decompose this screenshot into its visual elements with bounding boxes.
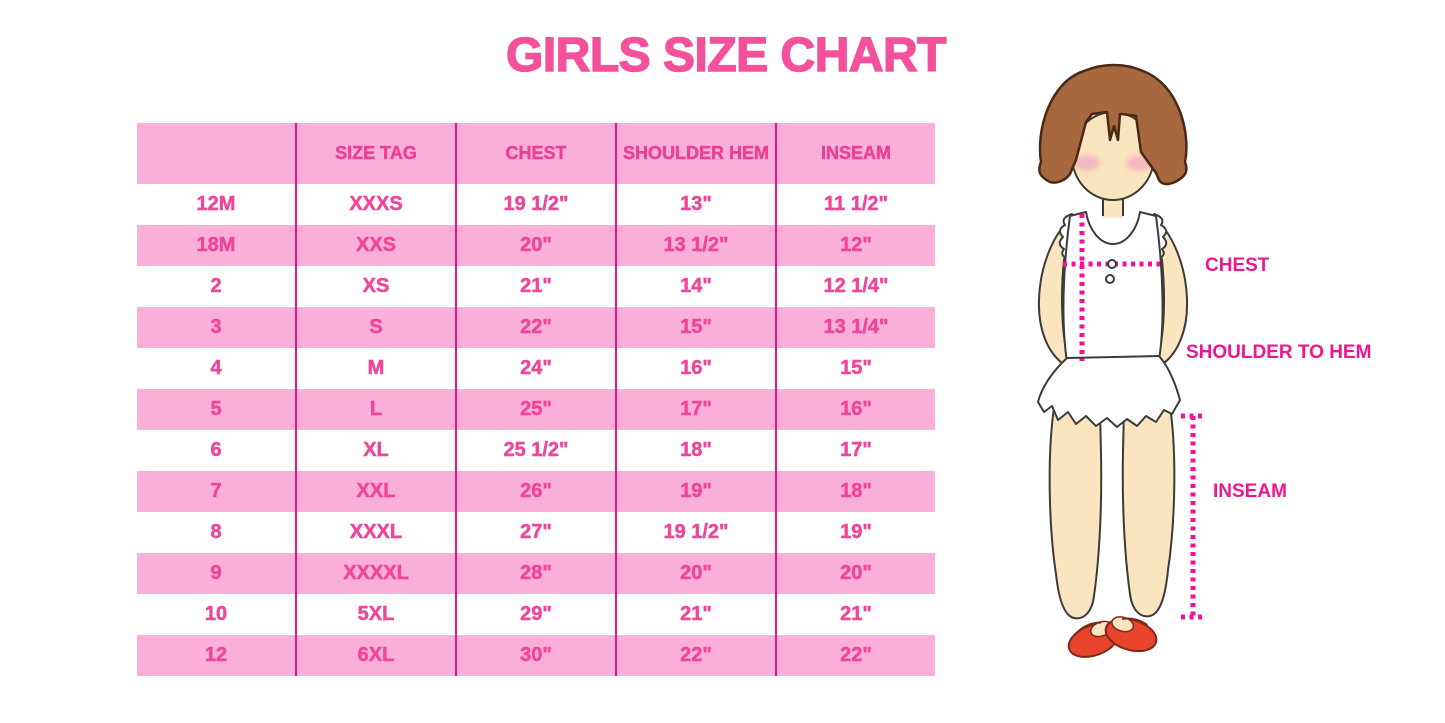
table-cell: 13 1/2"	[615, 225, 775, 266]
table-cell: 20"	[455, 225, 615, 266]
table-cell: XXL	[295, 471, 455, 512]
table-cell: 19 1/2"	[615, 512, 775, 553]
table-cell: 27"	[455, 512, 615, 553]
table-cell: 15"	[775, 348, 935, 389]
table-header-cell: SHOULDER HEM	[615, 123, 775, 184]
girl-hair	[1038, 63, 1188, 186]
table-cell: 5XL	[295, 594, 455, 635]
table-cell: 26"	[455, 471, 615, 512]
table-cell: XXXS	[295, 184, 455, 225]
table-header-cell: INSEAM	[775, 123, 935, 184]
table-row: 12M XXXS 19 1/2" 13" 11 1/2"	[137, 184, 935, 225]
table-cell: 5	[210, 398, 222, 421]
girl-leg-right	[1121, 405, 1176, 618]
table-cell: 2	[210, 275, 222, 298]
table-cell: 14"	[615, 266, 775, 307]
table-cell: XXXXL	[295, 553, 455, 594]
table-cell: 25"	[455, 389, 615, 430]
table-cell: 22"	[455, 307, 615, 348]
table-cell: 22"	[615, 635, 775, 676]
table-header-cell: CHEST	[455, 123, 615, 184]
table-cell: XS	[295, 266, 455, 307]
table-cell: 12M	[196, 193, 236, 216]
table-cell: 30"	[455, 635, 615, 676]
table-cell: 18M	[196, 234, 236, 257]
table-cell: 7	[210, 480, 222, 503]
table-cell: 22"	[775, 635, 935, 676]
girl-leg-left	[1048, 407, 1103, 620]
table-cell: 17"	[775, 430, 935, 471]
table-row: 8 XXXL 27" 19 1/2" 19"	[137, 512, 935, 553]
size-table-body: 12M XXXS 19 1/2" 13" 11 1/2" 18M XXS 20" 13 1/2"…	[137, 184, 935, 676]
girl-skirt	[1037, 355, 1181, 428]
table-cell: 12"	[775, 225, 935, 266]
table-cell: 10	[204, 603, 228, 626]
table-cell: 9	[210, 562, 222, 585]
table-row: 2 XS 21" 14" 12 1/4"	[137, 266, 935, 307]
table-cell: XL	[295, 430, 455, 471]
table-row: 7 XXL 26" 19" 18"	[137, 471, 935, 512]
table-cell: 20"	[775, 553, 935, 594]
measurement-diagram: CHEST SHOULDER TO HEM INSEAM	[1010, 60, 1430, 680]
table-cell: 19 1/2"	[455, 184, 615, 225]
size-table: SIZE TAG CHEST SHOULDER HEM INSEAM 12M XXXS 1…	[137, 123, 935, 676]
table-cell: 8	[210, 521, 222, 544]
table-row: 5 L 25" 17" 16"	[137, 389, 935, 430]
table-cell: 16"	[775, 389, 935, 430]
table-cell: XXS	[295, 225, 455, 266]
shoulder-to-hem-label: SHOULDER TO HEM	[1186, 342, 1371, 363]
girl-shoe-right	[1104, 616, 1158, 653]
table-cell: 17"	[615, 389, 775, 430]
top-button-2	[1105, 274, 1115, 284]
table-row: 4 M 24" 16" 15"	[137, 348, 935, 389]
table-cell: 15"	[615, 307, 775, 348]
girl-figure-illustration: CHEST SHOULDER TO HEM INSEAM	[1037, 63, 1371, 658]
girl-top	[1058, 211, 1168, 363]
table-row: 12 6XL 30" 22" 22"	[137, 635, 935, 676]
table-cell: 4	[210, 357, 222, 380]
top-button-1	[1107, 259, 1117, 269]
table-cell: 18"	[615, 430, 775, 471]
table-cell: 29"	[455, 594, 615, 635]
girl-shoe-left	[1067, 620, 1120, 658]
table-cell: 12	[204, 644, 228, 667]
table-cell: 28"	[455, 553, 615, 594]
table-header-cell: SIZE TAG	[295, 123, 455, 184]
table-cell: 18"	[775, 471, 935, 512]
table-cell: 25 1/2"	[455, 430, 615, 471]
table-cell: L	[295, 389, 455, 430]
table-cell: XXXL	[295, 512, 455, 553]
table-cell: 16"	[615, 348, 775, 389]
table-cell: 13"	[615, 184, 775, 225]
table-row: 3 S 22" 15" 13 1/4"	[137, 307, 935, 348]
table-cell: 6	[210, 439, 222, 462]
table-cell: 19"	[615, 471, 775, 512]
page-title: GIRLS SIZE CHART	[505, 28, 947, 82]
table-cell: 19"	[775, 512, 935, 553]
table-cell: 13 1/4"	[775, 307, 935, 348]
table-cell: M	[295, 348, 455, 389]
table-header-row: SIZE TAG CHEST SHOULDER HEM INSEAM	[137, 123, 935, 184]
table-cell: 21"	[455, 266, 615, 307]
inseam-label: INSEAM	[1213, 481, 1287, 502]
table-row: 10 5XL 29" 21" 21"	[137, 594, 935, 635]
table-row: 9 XXXXL 28" 20" 20"	[137, 553, 935, 594]
table-cell: 21"	[615, 594, 775, 635]
table-cell: 20"	[615, 553, 775, 594]
table-cell: S	[295, 307, 455, 348]
table-cell: 3	[210, 316, 222, 339]
table-cell: 24"	[455, 348, 615, 389]
table-cell: 21"	[775, 594, 935, 635]
table-row: 18M XXS 20" 13 1/2" 12"	[137, 225, 935, 266]
table-cell: 12 1/4"	[775, 266, 935, 307]
table-cell: 11 1/2"	[775, 184, 935, 225]
blush-left	[1074, 155, 1100, 171]
table-row: 6 XL 25 1/2" 18" 17"	[137, 430, 935, 471]
table-header-cell	[137, 123, 295, 184]
chest-label: CHEST	[1205, 255, 1270, 276]
table-cell: 6XL	[295, 635, 455, 676]
